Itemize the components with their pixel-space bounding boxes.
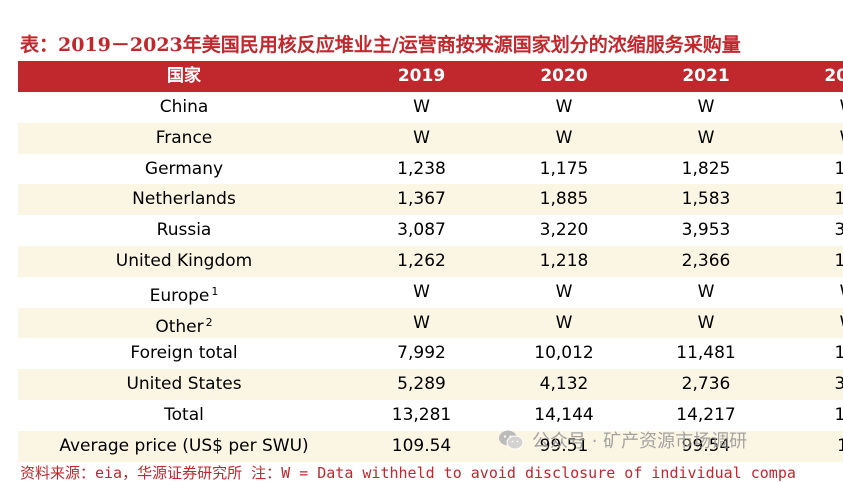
country-label: Average price (US$ per SWU) bbox=[59, 435, 309, 456]
country-label: United Kingdom bbox=[115, 250, 253, 271]
table-row: United Kingdom 1,262 1,218 2,366 1,5 bbox=[18, 245, 843, 277]
country-label: Foreign total bbox=[130, 343, 238, 364]
value-cell-2021: 3,953 bbox=[681, 220, 731, 241]
value-cell-2019: 13,281 bbox=[391, 404, 452, 425]
value-cell-2021: W bbox=[697, 97, 715, 117]
country-cell: Other 2 bbox=[18, 308, 350, 343]
value-cell-2022: 1,3 bbox=[834, 189, 843, 210]
value-cell-2020: 1,885 bbox=[539, 189, 589, 210]
table-row: Foreign total 7,992 10,012 11,481 10, bbox=[18, 338, 843, 369]
country-label: Netherlands bbox=[132, 189, 236, 210]
table-title: 表：2019－2023年美国民用核反应堆业主/运营商按来源国家划分的浓缩服务采购… bbox=[20, 34, 741, 56]
value-cell-2022: 10, bbox=[834, 343, 843, 364]
wechat-icon bbox=[499, 430, 524, 450]
country-label: Russia bbox=[156, 220, 212, 241]
table-row: China W W W W bbox=[18, 92, 843, 123]
country-cell: Netherlands bbox=[18, 184, 350, 215]
country-cell: Foreign total bbox=[18, 338, 350, 369]
country-label: Europe bbox=[149, 285, 210, 306]
value-cell-2021: W bbox=[697, 281, 715, 302]
value-cell-2021: 11,481 bbox=[676, 343, 736, 364]
table-row: France W W W W bbox=[18, 122, 843, 154]
value-cell-2019: W bbox=[413, 127, 430, 148]
value-cell-2022: W bbox=[777, 92, 843, 123]
value-cell-2019: 1,238 bbox=[397, 158, 446, 179]
value-cell-2022: 1,5 bbox=[834, 250, 843, 271]
value-cell-2019: W bbox=[413, 312, 430, 333]
value-cell-2021: 99.54 bbox=[681, 435, 731, 456]
footnote-marker: 1 bbox=[211, 284, 219, 298]
value-cell-2020: 14,144 bbox=[534, 404, 594, 425]
country-cell: United Kingdom bbox=[18, 246, 350, 277]
value-cell-2021: W bbox=[697, 127, 715, 148]
value-cell-2019: 1,262 bbox=[397, 250, 446, 271]
table-row: Russia 3,087 3,220 3,953 3,4 bbox=[18, 215, 843, 246]
country-label: China bbox=[159, 97, 209, 117]
country-cell: Europe 1 bbox=[18, 277, 350, 312]
value-cell-2021: 14,217 bbox=[676, 404, 736, 425]
enrichment-table: 国家 2019 2020 2021 2022 ChinaWWWWFranceWW… bbox=[18, 61, 843, 462]
header-2020: 2020 bbox=[540, 66, 588, 86]
value-cell-2021: 1,583 bbox=[681, 189, 731, 210]
value-cell-2019: W bbox=[413, 97, 430, 117]
value-cell-2022: 3,4 bbox=[834, 220, 843, 241]
value-cell-2021: 1,825 bbox=[681, 158, 731, 179]
value-cell-2019: 3,087 bbox=[397, 220, 446, 241]
value-cell-2020: 99.51 bbox=[539, 435, 589, 456]
country-label: France bbox=[155, 127, 213, 148]
table-row: Netherlands 1,367 1,885 1,583 1,3 bbox=[18, 184, 843, 216]
table-row: Average price (US$ per SWU) 109.54 99.51 99… bbox=[18, 430, 843, 462]
value-cell-2020: W bbox=[555, 127, 573, 148]
value-cell-2020: 10,012 bbox=[534, 343, 594, 364]
country-label: Total bbox=[164, 404, 204, 425]
value-cell-2019: 5,289 bbox=[397, 374, 446, 395]
table-row: Germany 1,238 1,175 1,825 1,7 bbox=[18, 154, 843, 185]
header-2021: 2021 bbox=[682, 66, 730, 86]
header-2022: 2022 bbox=[824, 66, 843, 86]
watermark-text: 公众号 · 矿产资源市场调研 bbox=[532, 431, 748, 452]
value-cell-2019: 7,992 bbox=[397, 343, 446, 364]
value-cell-2022: 14, bbox=[834, 404, 843, 425]
value-cell-2021: 2,736 bbox=[681, 374, 731, 395]
header-country: 国家 bbox=[167, 66, 201, 86]
value-cell-2022: W bbox=[777, 308, 843, 339]
value-cell-2021: 2,366 bbox=[681, 250, 731, 271]
value-cell-2019: 109.54 bbox=[391, 435, 452, 456]
value-cell-2020: W bbox=[555, 281, 573, 302]
value-cell-2022: W bbox=[777, 277, 843, 308]
value-cell-2019: W bbox=[413, 281, 430, 302]
country-cell: China bbox=[18, 92, 350, 123]
value-cell-2020: 1,218 bbox=[539, 250, 589, 271]
country-cell: Total bbox=[18, 400, 350, 431]
footnote-marker: 2 bbox=[205, 315, 213, 329]
country-cell: United States bbox=[18, 369, 350, 400]
country-label: United States bbox=[126, 374, 242, 395]
value-cell-2021: W bbox=[697, 312, 715, 333]
country-label: Other bbox=[155, 316, 204, 337]
value-cell-2022: W bbox=[777, 123, 843, 154]
value-cell-2022: 1,7 bbox=[834, 158, 843, 179]
value-cell-2022: 3,8 bbox=[834, 374, 843, 395]
table-row: United States 5,289 4,132 2,736 3,8 bbox=[18, 369, 843, 400]
table-header-row: 国家 2019 2020 2021 2022 bbox=[18, 61, 843, 92]
watermark: 公众号 · 矿产资源市场调研 bbox=[498, 427, 747, 453]
value-cell-2022: 10 bbox=[837, 435, 843, 456]
country-cell: Russia bbox=[18, 215, 350, 246]
table-row: Total 13,281 14,144 14,217 14, bbox=[18, 400, 843, 431]
value-cell-2020: 4,132 bbox=[539, 374, 589, 395]
country-label: Germany bbox=[144, 158, 224, 179]
country-cell: France bbox=[18, 123, 350, 154]
country-cell: Germany bbox=[18, 154, 350, 185]
source-note: 资料来源：eia，华源证券研究所 注：W = Data withheld to … bbox=[20, 464, 796, 482]
value-cell-2019: 1,367 bbox=[397, 189, 446, 210]
header-2019: 2019 bbox=[397, 66, 446, 86]
country-cell: Average price (US$ per SWU) bbox=[18, 431, 350, 462]
value-cell-2020: W bbox=[555, 97, 573, 117]
value-cell-2020: 3,220 bbox=[539, 220, 589, 241]
value-cell-2020: 1,175 bbox=[539, 158, 589, 179]
value-cell-2020: W bbox=[555, 312, 573, 333]
